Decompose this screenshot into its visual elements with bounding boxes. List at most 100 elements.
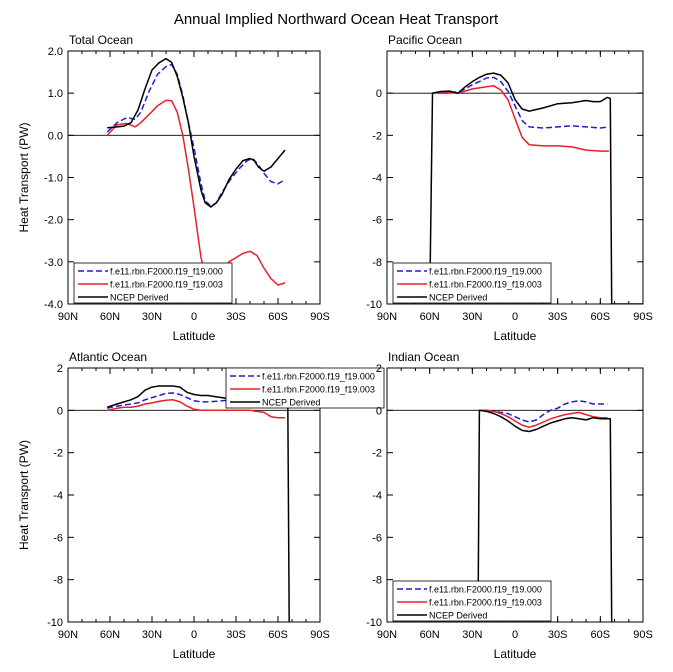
legend-box [225, 367, 385, 409]
series-line-0 [106, 63, 286, 207]
x-tick-label: 60N [100, 311, 120, 323]
legend-label-0: f.e11.rbn.F2000.f19_f19.000 [429, 585, 542, 595]
y-tick-label: 2 [376, 363, 382, 375]
y-tick-label: -10 [366, 299, 382, 311]
x-tick-label: 60N [100, 629, 120, 641]
x-tick-label: 30N [142, 629, 162, 641]
legend: f.e11.rbn.F2000.f19_f19.000 f.e11.rbn.F20… [392, 262, 552, 304]
legend-label-1: f.e11.rbn.F2000.f19_f19.003 [262, 385, 375, 395]
x-tick-label: 60N [420, 629, 440, 641]
legend: f.e11.rbn.F2000.f19_f19.000 f.e11.rbn.F20… [73, 262, 233, 304]
x-axis-label: Latitude [173, 647, 216, 661]
y-tick-label: -2 [372, 130, 382, 142]
y-tick-label: -4 [372, 173, 382, 185]
series-group [106, 385, 290, 622]
y-tick-label: -4 [53, 490, 63, 502]
y-tick-label: 0 [376, 88, 382, 100]
legend-label-0: f.e11.rbn.F2000.f19_f19.000 [262, 372, 375, 382]
panel-title: Indian Ocean [388, 350, 459, 364]
x-tick-label: 60N [420, 311, 440, 323]
x-tick-label: 30N [462, 311, 482, 323]
x-axis-label: Latitude [494, 647, 537, 661]
panel-title: Pacific Ocean [388, 33, 462, 47]
series-line-2 [106, 385, 290, 622]
panel-0: 90N 60N 30N 0 30S 60S 90S 2.0 1.0 0.0 -1.0 -2.0 -3.0… [17, 33, 330, 343]
panel-title: Total Ocean [69, 33, 133, 47]
x-axis-label: Latitude [494, 329, 537, 343]
y-tick-label: -6 [372, 532, 382, 544]
series-line-2 [428, 72, 643, 304]
x-tick-label: 90S [310, 311, 330, 323]
y-tick-label: -1.0 [44, 173, 63, 185]
x-axis-label: Latitude [173, 329, 216, 343]
y-tick-label: -2 [372, 448, 382, 460]
legend: f.e11.rbn.F2000.f19_f19.000 f.e11.rbn.F20… [392, 580, 552, 622]
panel-1: 90N 60N 30N 0 30S 60S 90S 0 -2 -4 -6 -8 -10 Pacific O… [366, 33, 653, 343]
legend-label-2: NCEP Derived [429, 611, 487, 621]
y-tick-label: -8 [53, 575, 63, 587]
figure-title: Annual Implied Northward Ocean Heat Tran… [174, 11, 499, 28]
legend-label-0: f.e11.rbn.F2000.f19_f19.000 [110, 267, 223, 277]
y-axis-label: Heat Transport (PW) [17, 122, 31, 232]
y-tick-label: -10 [47, 617, 63, 629]
x-tick-label: 60S [591, 629, 611, 641]
series-line-0 [107, 392, 285, 409]
series-group [477, 400, 613, 622]
x-tick-label: 90S [310, 629, 330, 641]
x-tick-label: 60S [268, 311, 288, 323]
y-tick-label: 0 [376, 405, 382, 417]
y-tick-label: 2.0 [48, 46, 63, 58]
x-tick-label: 90N [377, 629, 397, 641]
x-tick-label: 30N [142, 311, 162, 323]
y-tick-label: -6 [372, 215, 382, 227]
y-tick-label: 2 [57, 363, 63, 375]
legend-label-1: f.e11.rbn.F2000.f19_f19.003 [429, 598, 542, 608]
x-tick-label: 30S [548, 311, 568, 323]
y-tick-label: -4 [372, 490, 382, 502]
x-tick-label: 60S [268, 629, 288, 641]
x-tick-label: 0 [512, 311, 518, 323]
series-group [428, 72, 643, 304]
legend: f.e11.rbn.F2000.f19_f19.000 f.e11.rbn.F20… [225, 367, 385, 409]
x-tick-label: 90S [633, 311, 653, 323]
y-tick-label: 1.0 [48, 88, 63, 100]
y-tick-label: 0.0 [48, 130, 63, 142]
legend-label-1: f.e11.rbn.F2000.f19_f19.003 [429, 280, 542, 290]
panels: 90N 60N 30N 0 30S 60S 90S 2.0 1.0 0.0 -1.0 -2.0 -3.0… [17, 33, 653, 661]
series-line-1 [106, 99, 286, 286]
series-line-1 [107, 399, 285, 419]
y-tick-label: -8 [372, 257, 382, 269]
panel-2: 90N 60N 30N 0 30S 60S 90S 2 0 -2 -4 -6 -8 -10 Atlantic… [17, 350, 385, 661]
x-tick-label: 60S [591, 311, 611, 323]
x-tick-label: 90N [58, 311, 78, 323]
x-tick-label: 30S [226, 311, 246, 323]
series-line-2 [477, 409, 613, 622]
panel-3: 90N 60N 30N 0 30S 60S 90S 2 0 -2 -4 -6 -8 -10 Indian O… [366, 350, 653, 661]
y-tick-label: -10 [366, 617, 382, 629]
legend-label-1: f.e11.rbn.F2000.f19_f19.003 [110, 280, 223, 290]
x-tick-label: 30S [548, 629, 568, 641]
y-axis-label: Heat Transport (PW) [17, 440, 31, 550]
y-tick-label: -4.0 [44, 299, 63, 311]
series-line-1 [432, 85, 609, 152]
x-tick-label: 0 [512, 629, 518, 641]
panel-title: Atlantic Ocean [69, 350, 147, 364]
y-tick-label: 0 [57, 405, 63, 417]
x-tick-label: 90N [58, 629, 78, 641]
series-line-0 [479, 400, 608, 423]
legend-label-2: NCEP Derived [262, 398, 320, 408]
legend-label-2: NCEP Derived [429, 293, 487, 303]
y-tick-label: -8 [372, 575, 382, 587]
series-line-2 [107, 57, 286, 208]
legend-label-0: f.e11.rbn.F2000.f19_f19.000 [429, 267, 542, 277]
series-group [106, 57, 286, 286]
series-line-0 [432, 76, 609, 129]
x-tick-label: 0 [191, 311, 197, 323]
x-tick-label: 0 [191, 629, 197, 641]
series-line-1 [479, 409, 608, 429]
y-tick-label: -2 [53, 448, 63, 460]
x-tick-label: 30N [462, 629, 482, 641]
x-tick-label: 90S [633, 629, 653, 641]
x-tick-label: 90N [377, 311, 397, 323]
